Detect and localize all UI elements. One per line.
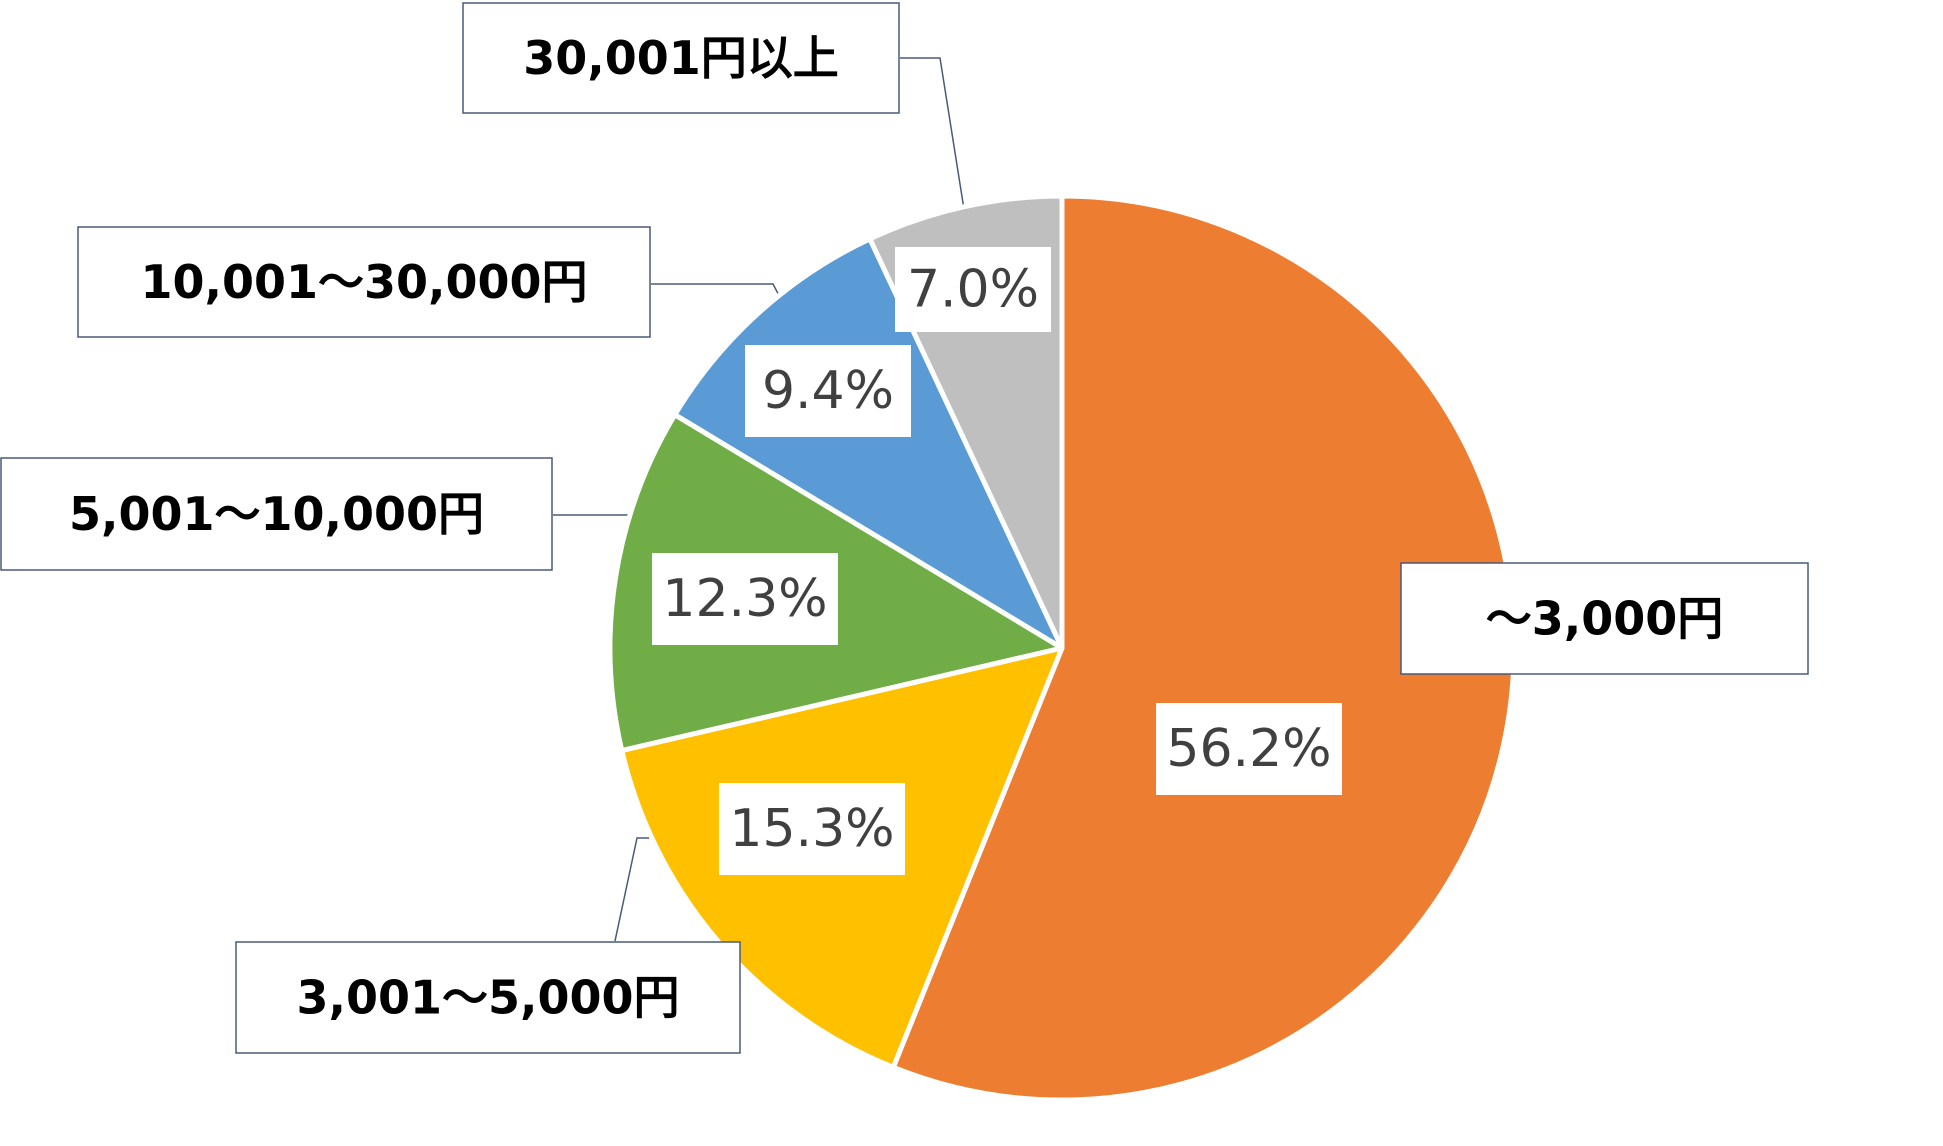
category-label: 30,001円以上 xyxy=(523,31,839,85)
category-label: ～3,000円 xyxy=(1486,592,1724,646)
data-label-text: 15.3% xyxy=(729,799,894,859)
category-callout: 5,001～10,000円 xyxy=(0,457,553,571)
leader-line xyxy=(900,57,971,248)
data-label: 12.3% xyxy=(652,553,838,645)
category-callout-box xyxy=(0,457,553,571)
category-callout: 10,001～30,000円 xyxy=(77,226,651,338)
category-callout: 3,001～5,000円 xyxy=(235,941,741,1054)
data-label-box xyxy=(745,345,911,437)
category-label: 3,001～5,000円 xyxy=(296,971,679,1025)
pie-slice xyxy=(672,236,1065,651)
data-label: 56.2% xyxy=(1156,703,1342,795)
category-callout-box xyxy=(235,941,741,1054)
data-label: 15.3% xyxy=(719,783,905,875)
data-label-text: 12.3% xyxy=(662,569,827,629)
pie-slice xyxy=(890,193,1517,1103)
pie-slices xyxy=(607,193,1517,1103)
category-callout: 30,001円以上 xyxy=(462,2,900,114)
data-label-box xyxy=(895,247,1051,332)
category-callout-box xyxy=(77,226,651,338)
category-callouts: ～3,000円 3,001～5,000円 5,001～10,000円 10,001～3… xyxy=(0,2,1809,1054)
data-label-box xyxy=(652,553,838,645)
category-label: 5,001～10,000円 xyxy=(69,487,484,541)
data-label-text: 7.0% xyxy=(907,260,1039,320)
data-label: 9.4% xyxy=(745,345,911,437)
category-label: 10,001～30,000円 xyxy=(140,255,587,309)
percent-labels: 56.2% 15.3% 12.3% 9.4%7.0% xyxy=(652,247,1342,875)
category-callout-box xyxy=(1400,562,1809,675)
data-label-text: 56.2% xyxy=(1166,719,1331,779)
category-callout: ～3,000円 xyxy=(1400,562,1809,675)
data-label-box xyxy=(719,783,905,875)
data-label-text: 9.4% xyxy=(762,361,894,421)
data-label: 7.0% xyxy=(895,247,1051,332)
category-callout-box xyxy=(462,2,900,114)
data-label-box xyxy=(1156,703,1342,795)
